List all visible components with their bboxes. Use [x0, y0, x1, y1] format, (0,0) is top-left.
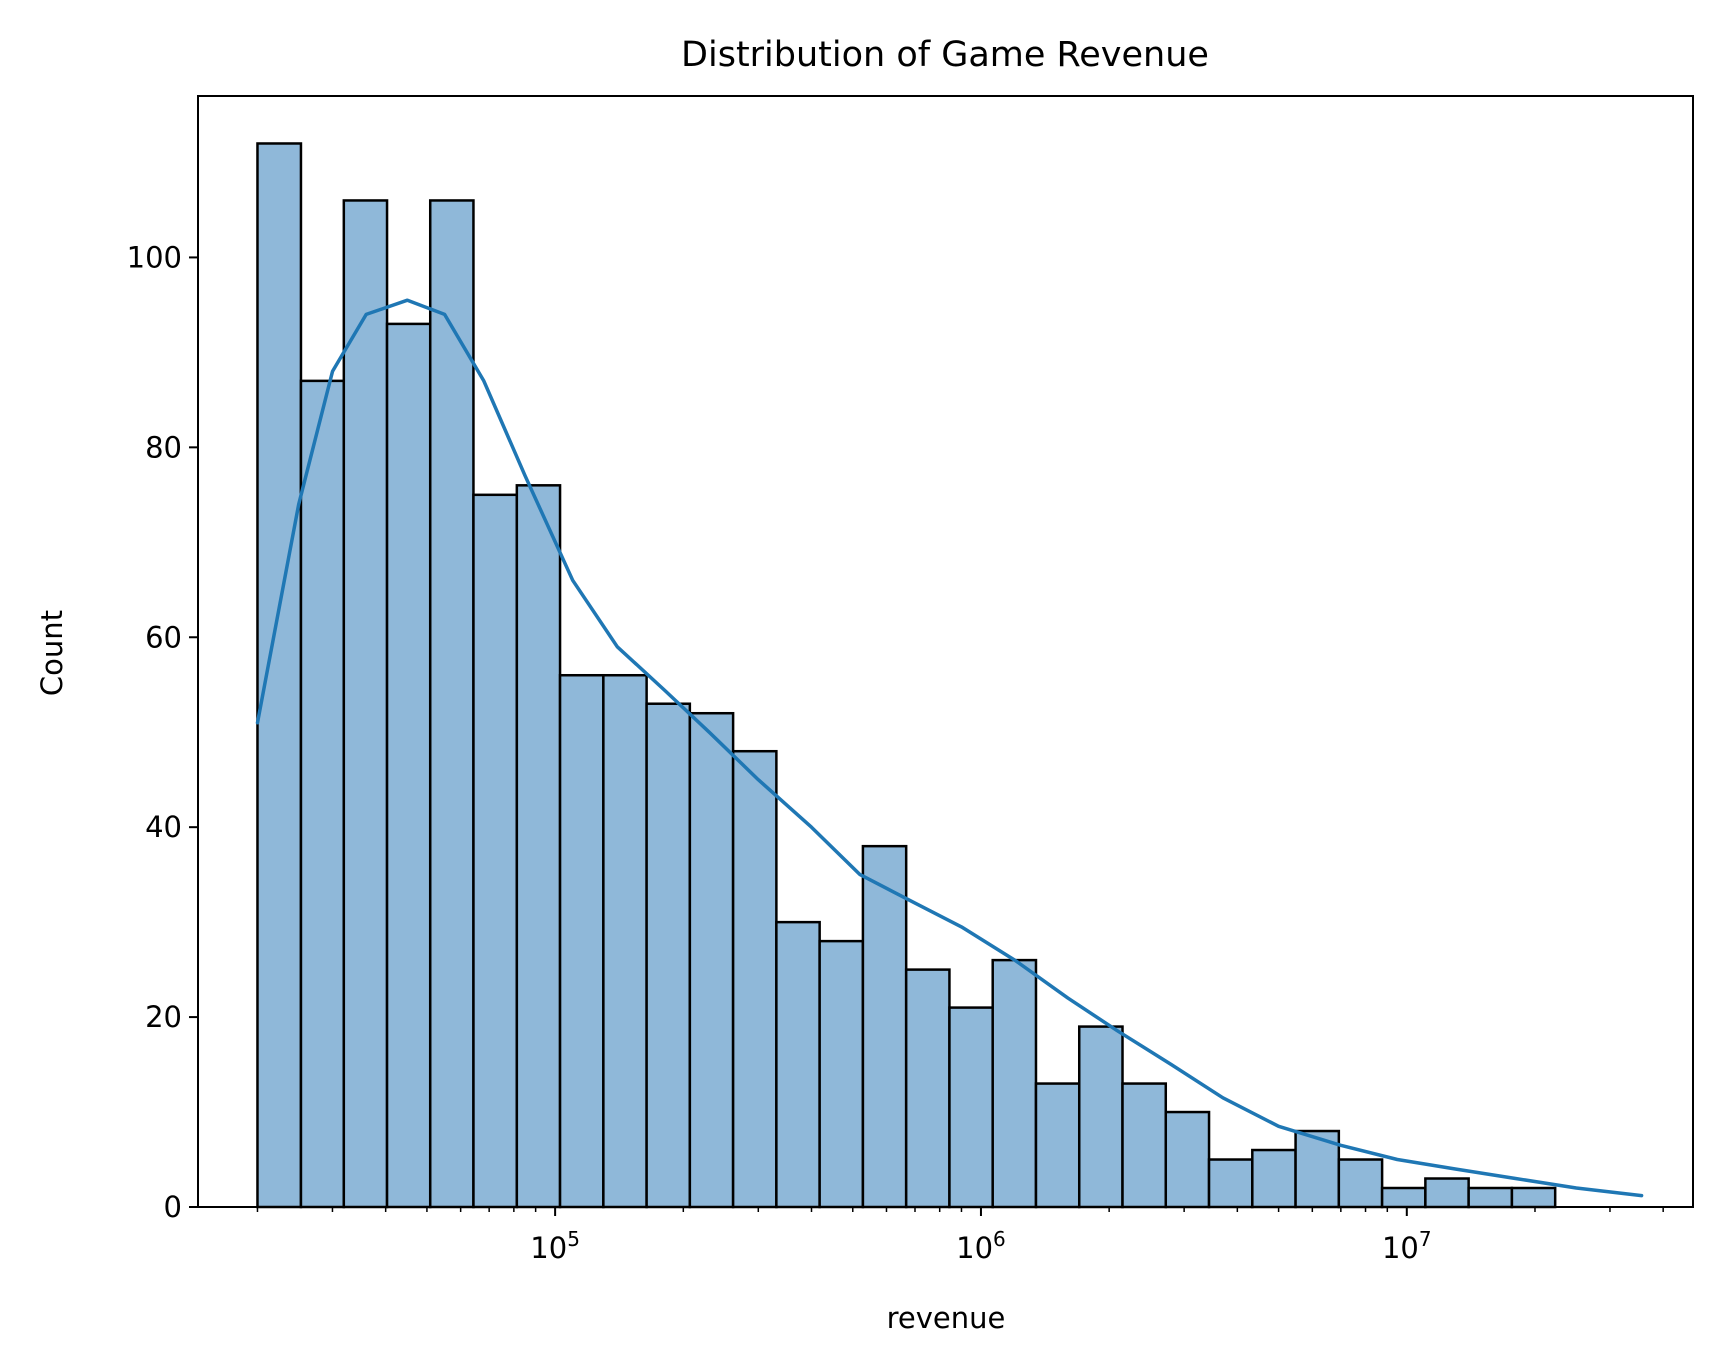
- histogram-bar: [775, 920, 821, 1209]
- histogram-bar: [991, 958, 1038, 1209]
- histogram-bar: [342, 199, 389, 1209]
- kde-line: [255, 298, 1644, 1198]
- x-axis: 105 106 107: [256, 1207, 1664, 1265]
- x-axis-label: revenue: [887, 1301, 1006, 1335]
- x-tick-label: 107: [1382, 1227, 1432, 1265]
- x-tick-label: 106: [956, 1227, 1006, 1265]
- histogram-bar: [688, 711, 735, 1209]
- y-axis: 0 20 40 60 80 100: [127, 240, 198, 1224]
- x-tick-label: 105: [530, 1227, 580, 1265]
- y-tick-label: 100: [127, 240, 182, 274]
- y-tick-label: 60: [145, 620, 182, 654]
- histogram-bar: [1510, 1186, 1557, 1209]
- histogram-bar: [428, 199, 475, 1209]
- histogram-bar: [948, 1006, 994, 1209]
- histogram-bar: [818, 939, 865, 1209]
- histogram-bar: [1337, 1158, 1384, 1209]
- y-tick-label: 80: [145, 430, 182, 464]
- histogram-bar: [515, 484, 562, 1209]
- histogram-bar: [1467, 1186, 1514, 1209]
- histogram-bar: [602, 673, 648, 1209]
- histogram-bar: [256, 142, 303, 1209]
- histogram-bar: [385, 322, 432, 1209]
- histogram-bar: [558, 673, 605, 1209]
- histogram-bar: [1207, 1158, 1254, 1209]
- bars-group: [256, 142, 1557, 1209]
- histogram-bar: [904, 968, 951, 1209]
- y-tick-label: 20: [145, 1000, 182, 1034]
- y-tick-label: 0: [164, 1190, 182, 1224]
- histogram-bar: [1164, 1110, 1211, 1209]
- histogram-bar: [1251, 1148, 1297, 1209]
- histogram-bar: [645, 702, 692, 1209]
- histogram-bar: [1380, 1186, 1427, 1209]
- y-tick-label: 40: [145, 810, 182, 844]
- histogram-bar: [299, 379, 346, 1209]
- histogram-bar: [1424, 1177, 1470, 1209]
- histogram-bar: [1077, 1025, 1124, 1209]
- chart-title: Distribution of Game Revenue: [681, 35, 1209, 75]
- histogram-bar: [1034, 1082, 1081, 1209]
- histogram-bar: [472, 493, 519, 1209]
- histogram-bar: [861, 844, 908, 1209]
- plot-frame: [197, 95, 1694, 1208]
- histogram-bar: [731, 749, 778, 1209]
- histogram-bar: [1121, 1082, 1168, 1209]
- y-axis-label: Count: [35, 610, 69, 696]
